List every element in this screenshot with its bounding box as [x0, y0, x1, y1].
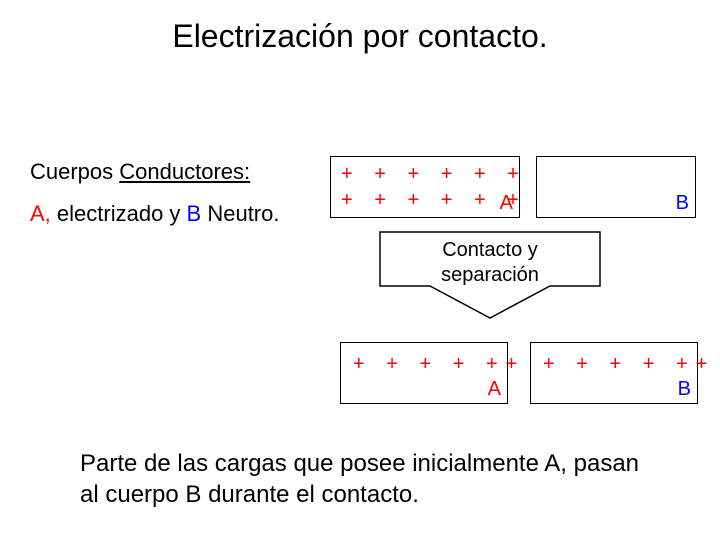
bottom-box-a-plus: + + + + ++ — [353, 353, 525, 376]
bottom-box-b: + + + + ++ B — [530, 342, 698, 404]
top-box-a: + + + + + + + + + + + + A — [330, 156, 520, 218]
arrow-label: Contacto y separación — [370, 238, 610, 288]
arrow-label-line1: Contacto y — [442, 239, 538, 261]
subheading-prefix: Cuerpos — [30, 159, 119, 184]
label-a-text: A, — [30, 201, 51, 226]
flow-arrow: Contacto y separación — [370, 226, 610, 320]
arrow-label-line2: separación — [441, 264, 539, 286]
footer-caption: Parte de las cargas que posee inicialmen… — [80, 448, 640, 510]
subheading-end: Neutro. — [201, 201, 279, 226]
subheading-underlined: Conductores: — [119, 159, 250, 184]
subheading: Cuerpos Conductores: A, electrizado y B … — [30, 156, 279, 230]
slide-title: Electrización por contacto. — [0, 18, 720, 55]
bottom-box-a: + + + + ++ A — [340, 342, 508, 404]
subheading-line2: A, electrizado y B Neutro. — [30, 198, 279, 230]
top-box-b-label: B — [676, 192, 689, 215]
subheading-line1: Cuerpos Conductores: — [30, 156, 279, 188]
top-box-b: B — [536, 156, 696, 218]
subheading-mid: electrizado y — [51, 201, 187, 226]
top-box-a-plus-row1: + + + + + + — [341, 163, 527, 186]
label-b-text: B — [187, 201, 202, 226]
bottom-box-b-plus: + + + + ++ — [543, 353, 715, 376]
top-box-a-label: A — [500, 192, 513, 215]
bottom-box-a-label: A — [488, 378, 501, 401]
slide: Electrización por contacto. Cuerpos Cond… — [0, 0, 720, 540]
bottom-box-b-label: B — [678, 378, 691, 401]
